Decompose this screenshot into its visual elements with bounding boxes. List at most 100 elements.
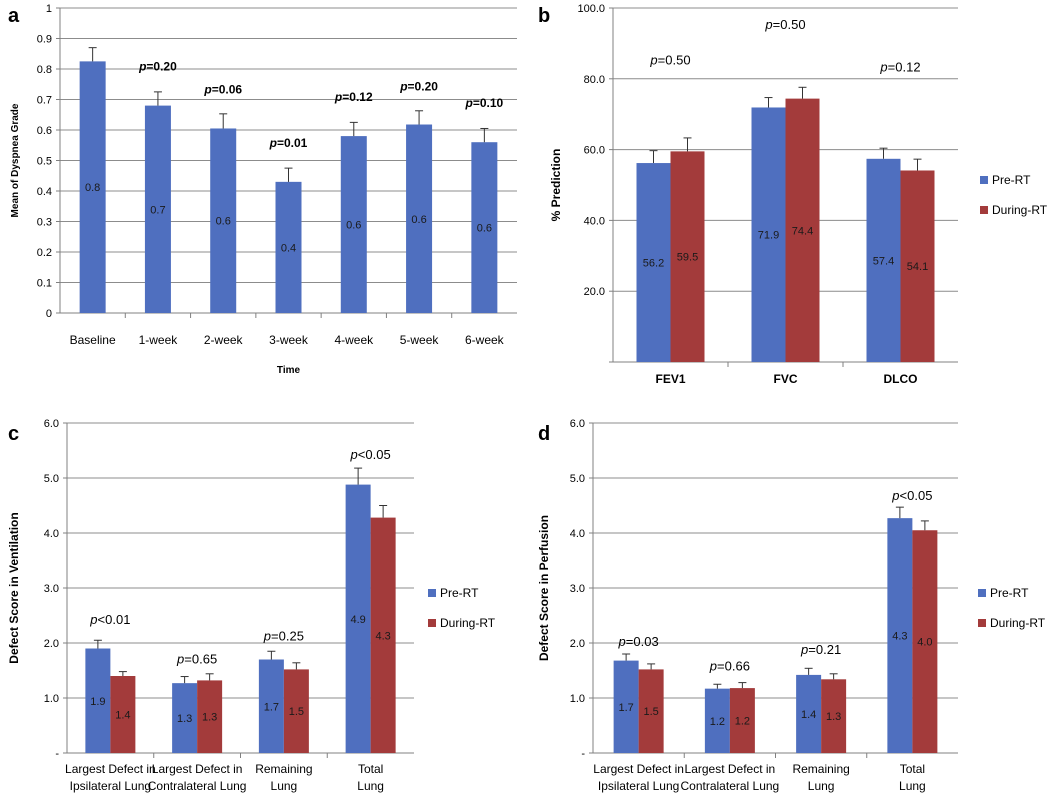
category-label-a: 1-week — [139, 333, 179, 347]
y-tick-label-d: 5.0 — [570, 473, 585, 485]
bar-d-pre-rt — [704, 688, 730, 753]
data-label-d: 1.7 — [618, 702, 633, 714]
y-tick-label-a: 0.7 — [37, 95, 52, 107]
legend-swatch-d — [978, 619, 986, 627]
p-value-annotation-b-p: p — [879, 60, 887, 75]
legend-swatch-b — [980, 206, 988, 214]
y-tick-label-d: 2.0 — [570, 638, 585, 650]
category-label-a: 6-week — [465, 333, 505, 347]
p-value-annotation-a: p=0.12 — [334, 90, 373, 104]
category-label-d: Total — [900, 762, 925, 776]
y-tick-label-b: 60.0 — [584, 145, 605, 157]
bar-a-mean — [210, 128, 237, 313]
data-label-a: 0.6 — [216, 216, 231, 228]
p-value-annotation-a-p: p — [464, 96, 472, 110]
bar-d-pre-rt — [613, 660, 639, 753]
p-value-annotation-d: p<0.05 — [891, 488, 932, 503]
y-axis-title-c: Defect Score in Ventilation — [7, 512, 21, 663]
legend-swatch-b — [980, 176, 988, 184]
y-tick-label-a: 0.9 — [37, 34, 52, 46]
p-value-annotation-a: p=0.06 — [203, 82, 242, 96]
bar-d-pre-rt — [796, 674, 822, 753]
bar-b-pre-rt — [636, 163, 671, 362]
y-tick-label-a: 1 — [46, 3, 52, 15]
data-label-b: 54.1 — [907, 261, 928, 273]
category-label-d: Contralateral Lung — [681, 779, 780, 793]
p-value-annotation-a: p=0.20 — [399, 79, 438, 93]
p-value-annotation-d-p: p — [709, 659, 717, 674]
p-value-annotation-d-p: p — [800, 642, 808, 657]
p-value-annotation-b-value: =0.50 — [773, 17, 806, 32]
y-tick-label-a: 0.6 — [37, 125, 52, 137]
p-value-annotation-c-value: =0.25 — [271, 628, 304, 643]
y-tick-label-d: - — [581, 748, 585, 760]
p-value-annotation-a-value: =0.06 — [212, 82, 243, 96]
p-value-annotation-c-p: p — [263, 628, 271, 643]
y-axis-title-a: Mean of Dyspnea Grade — [10, 103, 21, 217]
category-label-a: 2-week — [204, 333, 244, 347]
data-label-a: 0.7 — [150, 204, 165, 216]
data-label-d: 4.0 — [917, 637, 932, 649]
y-tick-label-b: 40.0 — [584, 215, 605, 227]
p-value-annotation-c-value: <0.01 — [98, 612, 131, 627]
y-tick-label-b: 100.0 — [577, 3, 605, 15]
y-tick-label-c: 4.0 — [44, 528, 59, 540]
p-value-annotation-a-p: p — [138, 60, 146, 74]
category-label-c: Largest Defect in — [65, 762, 156, 776]
category-label-c: Largest Defect in — [152, 762, 243, 776]
bar-d-during-rt — [821, 679, 847, 753]
data-label-b: 56.2 — [643, 258, 664, 270]
bar-b-pre-rt — [751, 107, 786, 362]
y-tick-label-b: 80.0 — [584, 74, 605, 86]
p-value-annotation-d: p=0.66 — [709, 659, 750, 674]
bar-a-mean — [406, 124, 433, 313]
bar-c-pre-rt — [85, 648, 111, 753]
p-value-annotation-a-value: =0.10 — [473, 96, 504, 110]
data-label-a: 0.8 — [85, 182, 100, 194]
p-value-annotation-a: p=0.20 — [138, 60, 177, 74]
p-value-annotation-c-p: p — [176, 651, 184, 666]
bar-a-mean — [471, 142, 498, 313]
category-label-d: Remaining — [792, 762, 849, 776]
y-tick-label-d: 1.0 — [570, 693, 585, 705]
legend-swatch-c — [428, 619, 436, 627]
legend-label-b: During-RT — [992, 203, 1048, 217]
category-label-d: Lung — [899, 779, 926, 793]
x-axis-title-a: Time — [277, 365, 301, 376]
y-tick-label-b: 20.0 — [584, 286, 605, 298]
y-tick-label-a: 0.2 — [37, 247, 52, 259]
bar-a-mean — [275, 181, 302, 313]
bar-a-mean — [340, 136, 367, 313]
p-value-annotation-d-p: p — [891, 488, 899, 503]
category-label-c: Ipsilateral Lung — [70, 779, 151, 793]
p-value-annotation-c: p<0.05 — [350, 447, 391, 462]
data-label-d: 1.5 — [643, 706, 658, 718]
p-value-annotation-a: p=0.10 — [464, 96, 503, 110]
p-value-annotation-b: p=0.50 — [649, 53, 690, 68]
bar-b-pre-rt — [866, 158, 901, 362]
y-tick-label-c: 6.0 — [44, 418, 59, 430]
data-label-a: 0.6 — [411, 214, 426, 226]
p-value-annotation-a: p=0.01 — [269, 136, 308, 150]
p-value-annotation-d-value: =0.21 — [808, 642, 841, 657]
p-value-annotation-c-value: =0.65 — [184, 651, 217, 666]
p-value-annotation-b-value: =0.12 — [888, 60, 921, 75]
p-value-annotation-b-p: p — [764, 17, 772, 32]
panel-label-a: a — [8, 5, 20, 27]
category-label-a: 5-week — [400, 333, 440, 347]
bar-d-during-rt — [638, 669, 664, 753]
p-value-annotation-a-value: =0.01 — [277, 136, 308, 150]
data-label-c: 1.5 — [289, 706, 304, 718]
p-value-annotation-a-p: p — [334, 90, 342, 104]
data-label-a: 0.6 — [477, 223, 492, 235]
category-label-c: Lung — [357, 779, 384, 793]
y-tick-label-a: 0 — [46, 308, 52, 320]
p-value-annotation-d-value: =0.03 — [626, 634, 659, 649]
y-tick-label-c: 5.0 — [44, 473, 59, 485]
y-tick-label-a: 0.4 — [37, 186, 52, 198]
bar-d-during-rt — [729, 688, 755, 753]
category-label-a: 4-week — [334, 333, 374, 347]
data-label-b: 59.5 — [677, 252, 698, 264]
p-value-annotation-c: p=0.65 — [176, 651, 217, 666]
